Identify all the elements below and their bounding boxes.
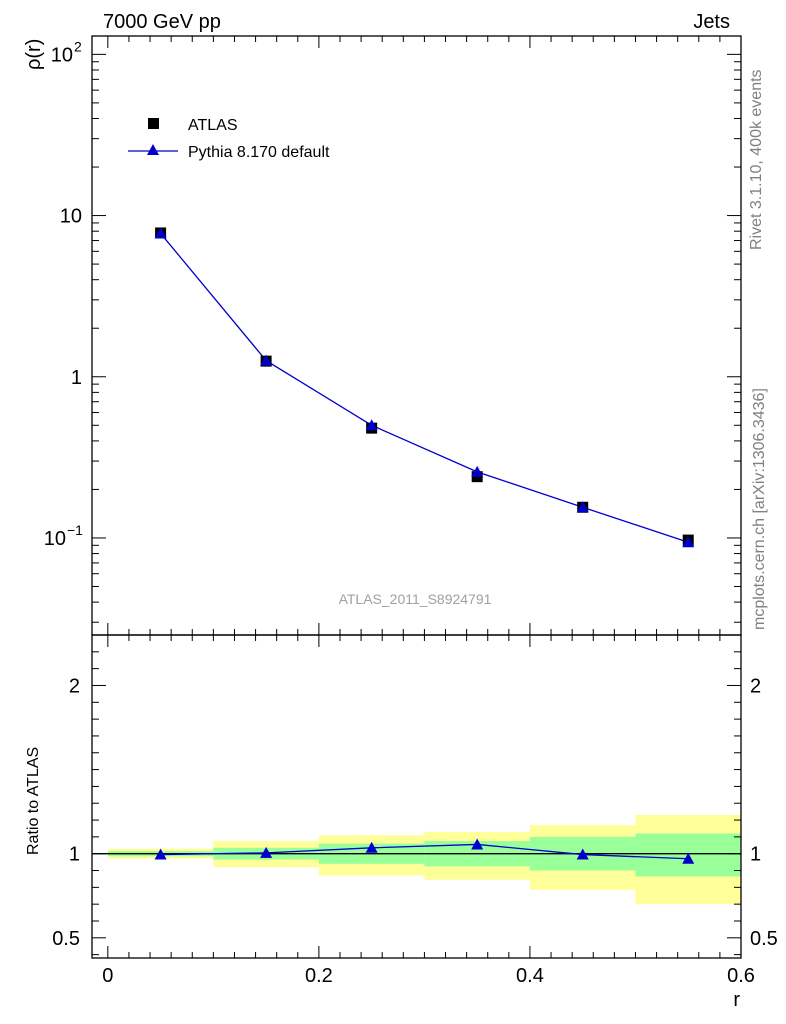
legend-label-pythia: Pythia 8.170 default	[188, 144, 330, 161]
x-axis-label: r	[733, 989, 740, 1011]
ratio-pythia-point	[260, 846, 273, 858]
ratio-pythia-point	[576, 848, 589, 860]
y-tick-label: 10	[60, 206, 82, 228]
rivet-version-label: Rivet 3.1.10, 400k events	[748, 69, 765, 250]
x-tick-label: 0	[102, 965, 113, 987]
pythia-point	[154, 227, 167, 239]
main-panel	[154, 227, 695, 548]
y-tick-exponent: −1	[67, 522, 83, 538]
ratio-pythia-point	[471, 838, 484, 850]
process-label: Jets	[693, 11, 730, 33]
ratio-frame	[91, 634, 742, 959]
ratio-panel	[92, 838, 741, 864]
energy-label: 7000 GeV pp	[103, 11, 221, 33]
ratio-pythia-point	[365, 841, 378, 853]
mcplots-label: mcplots.cern.ch [arXiv:1306.3436]	[751, 388, 768, 630]
pythia-line	[160, 232, 689, 543]
legend-label-atlas: ATLAS	[188, 117, 238, 134]
ratio-y-tick-label: 0.5	[52, 928, 80, 950]
pythia-point	[260, 354, 273, 366]
legend-marker-pythia	[147, 144, 159, 155]
y-tick-label: 10	[44, 528, 66, 550]
ratio-y-axis-label: Ratio to ATLAS	[25, 747, 42, 855]
x-tick-label: 0.4	[516, 965, 544, 987]
legend-marker-atlas	[148, 118, 159, 129]
y-tick-exponent: 2	[74, 38, 82, 54]
main-y-axis-label: ρ(r)	[23, 39, 45, 70]
analysis-id-label: ATLAS_2011_S8924791	[339, 591, 492, 607]
ratio-y-tick-label-right: 2	[750, 675, 761, 697]
ratio-pythia-point	[682, 852, 695, 864]
ratio-y-tick-label: 2	[69, 675, 80, 697]
ratio-uncertainty-bands	[107, 815, 741, 905]
legend: ATLAS Pythia 8.170 default	[128, 117, 330, 161]
y-tick-label: 1	[71, 367, 82, 389]
ratio-y-tick-label: 1	[69, 844, 80, 866]
ratio-y-tick-label-right: 0.5	[750, 928, 778, 950]
ratio-pythia-line	[160, 843, 689, 860]
pythia-point	[682, 536, 695, 548]
ratio-y-tick-label-right: 1	[750, 844, 761, 866]
pythia-point	[365, 419, 378, 431]
pythia-point	[471, 465, 484, 477]
pythia-point	[576, 501, 589, 513]
ratio-pythia-point	[154, 848, 167, 860]
x-tick-label: 0.6	[727, 965, 755, 987]
x-tick-label: 0.2	[305, 965, 333, 987]
y-tick-label: 10	[51, 44, 73, 66]
